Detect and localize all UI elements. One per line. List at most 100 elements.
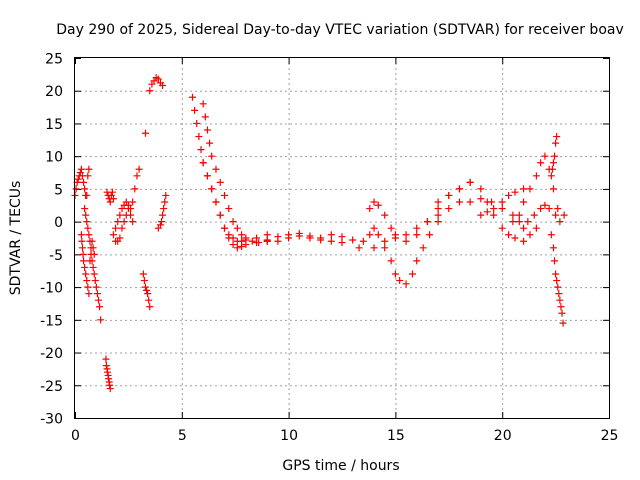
series-spike-22.5h: [547, 133, 561, 180]
data-point: [426, 231, 434, 239]
data-point: [118, 224, 126, 232]
data-point: [338, 233, 346, 241]
data-point: [253, 239, 261, 247]
y-tick-label: 15: [45, 117, 63, 133]
data-point: [553, 133, 561, 141]
data-point: [555, 290, 563, 298]
data-point: [349, 236, 357, 244]
x-tick-label: 25: [601, 428, 619, 444]
data-point: [80, 257, 88, 265]
data-point: [84, 224, 92, 232]
data-point: [370, 244, 378, 252]
data-point: [193, 119, 201, 127]
data-point: [537, 159, 545, 167]
data-point: [88, 237, 96, 245]
data-point: [558, 309, 566, 317]
data-point: [423, 218, 431, 226]
data-point: [509, 218, 517, 226]
series-cluster-4h: [154, 191, 170, 232]
series-descent-c: [199, 159, 271, 252]
series-arc-2-3h-low: [112, 205, 137, 245]
data-point: [191, 106, 199, 114]
data-point: [547, 231, 555, 239]
data-point: [158, 218, 166, 226]
series-early-cluster-b: [77, 231, 105, 324]
data-point: [556, 296, 564, 304]
data-point: [526, 231, 534, 239]
data-point: [80, 178, 88, 186]
y-tick-label: -5: [49, 248, 63, 264]
data-point: [505, 191, 513, 199]
data-point: [216, 211, 224, 219]
data-point: [524, 218, 532, 226]
data-point: [381, 244, 389, 252]
data-point: [366, 231, 374, 239]
data-point: [551, 152, 559, 160]
data-point: [212, 198, 220, 206]
data-point: [160, 205, 168, 213]
data-point: [97, 316, 105, 324]
x-axis-label: GPS time / hours: [282, 458, 399, 474]
data-point: [221, 224, 229, 232]
data-point: [84, 172, 92, 180]
data-point: [306, 232, 314, 240]
data-point: [208, 185, 216, 193]
data-point: [413, 224, 421, 232]
data-point: [106, 198, 114, 206]
data-point: [91, 277, 99, 285]
data-point: [197, 146, 205, 154]
data-point: [141, 129, 149, 137]
data-point: [109, 195, 117, 203]
data-point: [212, 165, 220, 173]
data-point: [129, 198, 137, 206]
data-point: [552, 139, 560, 147]
data-point: [108, 188, 116, 196]
series-dip-1.5h: [102, 355, 114, 393]
data-point: [370, 198, 378, 206]
data-point: [233, 244, 241, 252]
data-point: [545, 205, 553, 213]
data-point: [129, 218, 137, 226]
data-point: [131, 185, 139, 193]
data-point: [560, 211, 568, 219]
y-tick-label: 10: [45, 150, 63, 166]
y-tick-label: 20: [45, 84, 63, 100]
series-peak-22h: [509, 152, 562, 226]
data-point: [548, 165, 556, 173]
data-point: [78, 237, 86, 245]
data-point: [498, 205, 506, 213]
y-tick-label: 25: [45, 52, 63, 68]
data-point: [127, 211, 135, 219]
data-point: [77, 231, 85, 239]
data-point: [477, 195, 485, 203]
series-early-cluster-c: [81, 205, 98, 258]
data-point: [402, 237, 410, 245]
data-point: [78, 244, 86, 252]
data-point: [505, 231, 513, 239]
plot-frame: [74, 57, 610, 419]
data-point: [120, 218, 128, 226]
data-point: [146, 303, 154, 311]
data-point: [498, 224, 506, 232]
data-point: [225, 234, 233, 242]
data-point: [370, 224, 378, 232]
data-point: [532, 172, 540, 180]
data-point: [238, 231, 246, 239]
series-peak-3.5-4h: [146, 74, 167, 95]
data-point: [477, 185, 485, 193]
data-point: [295, 229, 303, 237]
chart-title: Day 290 of 2025, Sidereal Day-to-day VTE…: [56, 22, 624, 38]
data-point: [434, 198, 442, 206]
y-tick-label: -30: [40, 412, 63, 428]
data-point: [102, 355, 110, 363]
data-point: [434, 211, 442, 219]
data-point: [229, 218, 237, 226]
data-point: [520, 185, 528, 193]
data-point: [135, 165, 143, 173]
data-point: [89, 263, 97, 271]
data-point: [327, 231, 335, 239]
x-tick-label: 0: [71, 428, 80, 444]
data-point: [553, 277, 561, 285]
series-plunge-22.5h: [547, 231, 567, 327]
x-tick-label: 5: [178, 428, 187, 444]
